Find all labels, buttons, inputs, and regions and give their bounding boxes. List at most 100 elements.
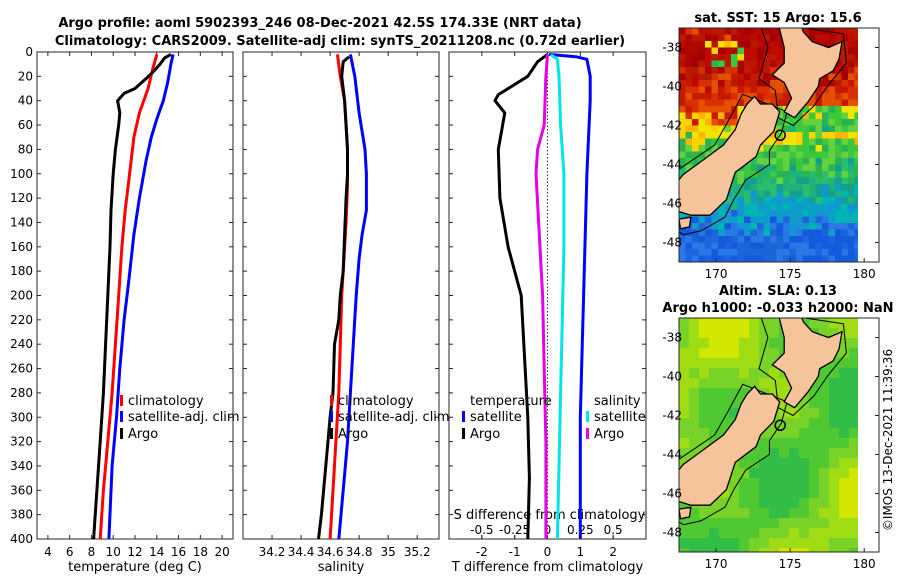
- heatmap-cell: [789, 190, 797, 198]
- heatmap-cell: [868, 139, 875, 146]
- heatmap-cell: [750, 203, 758, 211]
- heatmap-cell: [783, 203, 790, 211]
- heatmap-cell: [779, 398, 790, 409]
- top-axis-label: S difference from climatology: [454, 508, 646, 523]
- heatmap-cell: [759, 318, 770, 329]
- heatmap-cell: [763, 86, 771, 94]
- heatmap-cell: [769, 528, 780, 539]
- y-tick-label: 400: [10, 532, 33, 546]
- heatmap-cell: [689, 518, 700, 529]
- heatmap-cell: [822, 197, 829, 204]
- heatmap-cell: [749, 478, 760, 489]
- heatmap-cell: [776, 223, 784, 230]
- heatmap-cell: [861, 93, 868, 100]
- heatmap-cell: [731, 203, 738, 211]
- legend-label-climatology: climatology: [128, 394, 204, 409]
- heatmap-cell: [859, 458, 870, 469]
- heatmap-cell: [724, 86, 732, 94]
- heatmap-cell: [859, 318, 870, 329]
- heatmap-cell: [759, 368, 770, 379]
- heatmap-cell: [828, 28, 836, 35]
- heatmap-cell: [848, 190, 855, 198]
- heatmap-cell: [692, 73, 699, 81]
- heatmap-cell: [828, 242, 836, 250]
- heatmap-cell: [841, 28, 849, 35]
- heatmap-cell: [685, 41, 693, 48]
- heatmap-cell: [809, 106, 816, 113]
- legend-swatch-s-argo: [586, 428, 589, 439]
- land-polygon: [771, 318, 843, 409]
- heatmap-cell: [769, 548, 780, 552]
- heatmap-cell: [763, 34, 771, 42]
- heatmap-cell: [861, 165, 868, 172]
- heatmap-cell: [709, 398, 720, 409]
- heatmap-cell: [835, 158, 842, 165]
- heatmap-cell: [789, 203, 797, 211]
- heatmap-cell: [783, 86, 790, 94]
- heatmap-cell: [854, 210, 858, 217]
- heatmap-cell: [744, 236, 751, 243]
- heatmap-cell: [719, 338, 730, 349]
- x-axis-label: temperature (deg C): [68, 560, 202, 575]
- heatmap-cell: [859, 498, 870, 509]
- heatmap-cell: [770, 229, 777, 237]
- heatmap-cell: [744, 184, 751, 191]
- x-tick-label: 12: [127, 545, 142, 559]
- heatmap-cell: [822, 112, 829, 120]
- figure-title-line1: Argo profile: aoml 5902393_246 08-Dec-20…: [58, 16, 581, 31]
- heatmap-cell: [692, 138, 699, 146]
- heatmap-cell: [802, 164, 810, 172]
- heatmap-cell: [854, 158, 858, 165]
- heatmap-cell: [868, 106, 875, 113]
- heatmap-cell: [809, 125, 816, 133]
- heatmap-cell: [815, 184, 823, 191]
- heatmap-cell: [776, 255, 784, 262]
- heatmap-cell: [679, 318, 690, 329]
- heatmap-cell: [783, 164, 790, 172]
- shelf-contour: [679, 383, 788, 526]
- heatmap-cell: [783, 171, 790, 178]
- heatmap-cell: [828, 80, 836, 87]
- heatmap-cell: [859, 358, 870, 369]
- heatmap-cell: [841, 242, 849, 250]
- heatmap-cell: [770, 47, 777, 55]
- heatmap-cell: [679, 368, 690, 379]
- heatmap-cell: [685, 106, 693, 113]
- heatmap-cell: [822, 73, 829, 81]
- heatmap-cell: [698, 54, 706, 61]
- heatmap-cell: [861, 106, 868, 113]
- heatmap-cell: [699, 408, 710, 419]
- heatmap-cell: [819, 438, 830, 449]
- heatmap-cell: [739, 548, 750, 552]
- heatmap-cell: [779, 378, 790, 389]
- heatmap-cell: [679, 125, 686, 133]
- heatmap-cell: [874, 100, 881, 107]
- heatmap-cell: [711, 125, 719, 133]
- heatmap-cell: [829, 478, 840, 489]
- heatmap-cell: [679, 60, 686, 68]
- heatmap-cell: [718, 86, 725, 94]
- heatmap-cell: [737, 190, 745, 198]
- heatmap-cell: [744, 242, 751, 250]
- x-tick-label: -2: [476, 545, 488, 559]
- map-y-tick-label: -48: [662, 236, 682, 250]
- heatmap-cell: [744, 171, 751, 178]
- heatmap-cell: [759, 448, 770, 459]
- heatmap-cell: [874, 87, 881, 94]
- heatmap-cell: [763, 236, 771, 243]
- heatmap-cell: [854, 93, 858, 100]
- heatmap-cell: [796, 236, 803, 243]
- heatmap-cell: [770, 34, 777, 42]
- heatmap-cell: [705, 119, 712, 126]
- heatmap-cell: [744, 28, 751, 35]
- heatmap-cell: [796, 184, 803, 191]
- heatmap-cell: [737, 60, 745, 68]
- heatmap-cell: [685, 249, 693, 256]
- heatmap-cell: [868, 113, 875, 120]
- legend-label-s-argo: Argo: [594, 427, 624, 442]
- heatmap-cell: [749, 458, 760, 469]
- heatmap-cell: [718, 106, 725, 113]
- heatmap-cell: [835, 73, 842, 81]
- heatmap-cell: [802, 184, 810, 191]
- heatmap-cell: [802, 28, 810, 35]
